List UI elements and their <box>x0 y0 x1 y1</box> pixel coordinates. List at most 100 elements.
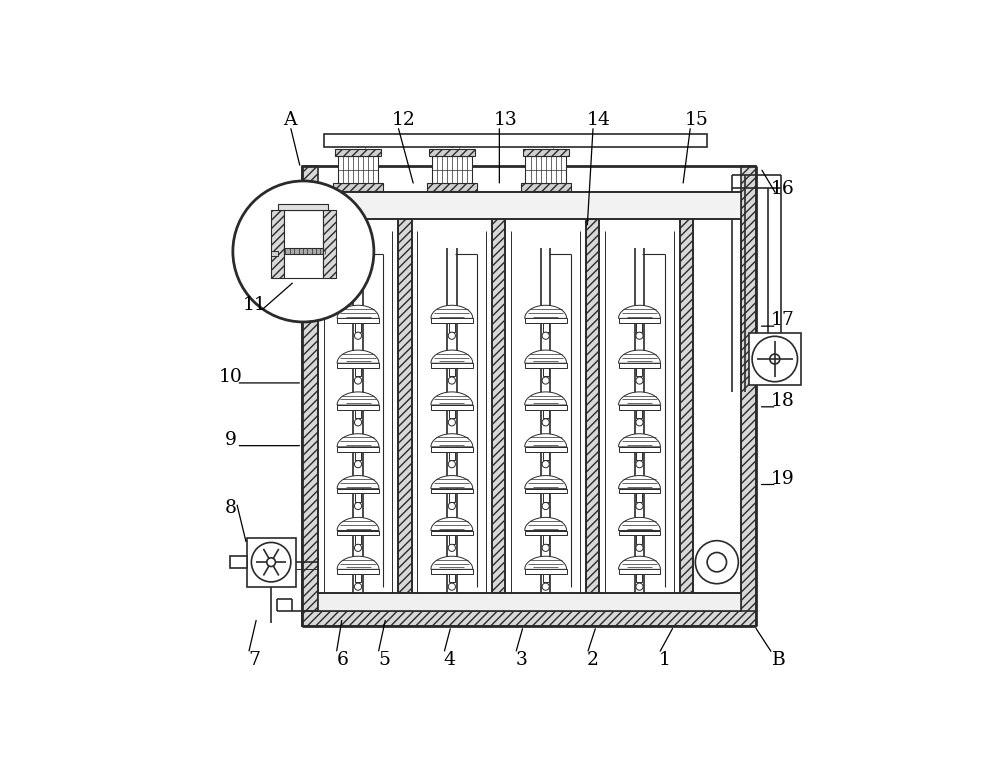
Polygon shape <box>619 350 660 363</box>
Bar <box>525 531 567 535</box>
Circle shape <box>448 461 455 468</box>
Bar <box>284 210 323 279</box>
Bar <box>619 405 660 410</box>
Circle shape <box>233 181 374 322</box>
Bar <box>521 183 571 191</box>
Bar <box>449 323 455 331</box>
Bar <box>525 447 567 452</box>
Bar <box>432 157 472 183</box>
Bar <box>525 363 567 368</box>
Circle shape <box>354 461 362 468</box>
Bar <box>431 570 473 574</box>
Bar <box>636 494 642 502</box>
Polygon shape <box>431 305 473 318</box>
Bar <box>449 535 455 544</box>
Bar <box>449 410 455 418</box>
Bar <box>427 183 477 191</box>
Polygon shape <box>525 518 567 531</box>
Text: 11: 11 <box>242 296 266 314</box>
Bar <box>355 494 361 502</box>
Polygon shape <box>431 392 473 405</box>
Bar <box>337 318 379 323</box>
Bar <box>337 363 379 368</box>
Circle shape <box>636 377 643 384</box>
Bar <box>619 531 660 535</box>
Text: 6: 6 <box>336 650 348 669</box>
Circle shape <box>707 553 727 572</box>
Text: 12: 12 <box>392 111 416 129</box>
Text: 16: 16 <box>771 180 794 198</box>
Bar <box>449 574 455 583</box>
Text: 18: 18 <box>771 392 795 410</box>
Bar <box>619 570 660 574</box>
Polygon shape <box>337 556 379 570</box>
Bar <box>333 183 383 191</box>
Bar <box>492 219 505 593</box>
Text: 2: 2 <box>587 650 599 669</box>
Bar <box>636 574 642 583</box>
Bar <box>302 166 318 626</box>
Polygon shape <box>337 476 379 489</box>
Circle shape <box>636 502 643 510</box>
Polygon shape <box>525 556 567 570</box>
Bar <box>431 318 473 323</box>
Bar <box>749 333 801 386</box>
Text: 3: 3 <box>516 650 527 669</box>
Polygon shape <box>619 305 660 318</box>
Text: 13: 13 <box>493 111 517 129</box>
Bar <box>318 192 741 219</box>
Circle shape <box>251 542 291 582</box>
Bar <box>318 593 741 611</box>
Text: 15: 15 <box>685 111 708 129</box>
Circle shape <box>542 419 549 426</box>
Bar <box>271 251 278 256</box>
Polygon shape <box>431 434 473 447</box>
Bar <box>338 157 378 183</box>
Bar <box>284 248 323 255</box>
Bar <box>323 210 336 279</box>
Bar <box>449 452 455 460</box>
Bar <box>543 323 549 331</box>
Circle shape <box>354 502 362 510</box>
Circle shape <box>354 377 362 384</box>
Polygon shape <box>619 518 660 531</box>
Circle shape <box>542 544 549 552</box>
Polygon shape <box>431 350 473 363</box>
Circle shape <box>448 332 455 339</box>
Bar <box>543 452 549 460</box>
Bar <box>398 219 412 593</box>
Bar <box>680 219 693 593</box>
Circle shape <box>542 461 549 468</box>
Bar <box>525 405 567 410</box>
Bar <box>525 157 566 183</box>
Circle shape <box>448 583 455 591</box>
Bar <box>324 133 707 147</box>
Text: 14: 14 <box>587 111 611 129</box>
Bar <box>543 494 549 502</box>
Circle shape <box>542 502 549 510</box>
Bar <box>449 494 455 502</box>
Bar <box>741 166 756 626</box>
Circle shape <box>770 354 780 364</box>
Bar <box>543 574 549 583</box>
Circle shape <box>636 461 643 468</box>
Bar <box>247 538 296 587</box>
Circle shape <box>636 583 643 591</box>
Bar <box>335 149 381 157</box>
Bar <box>619 363 660 368</box>
Bar <box>302 611 756 626</box>
Polygon shape <box>431 476 473 489</box>
Bar <box>431 405 473 410</box>
Bar <box>355 323 361 331</box>
Text: 5: 5 <box>378 650 390 669</box>
Bar <box>355 574 361 583</box>
Bar <box>431 531 473 535</box>
Bar <box>431 447 473 452</box>
Polygon shape <box>619 434 660 447</box>
Polygon shape <box>525 350 567 363</box>
Bar <box>636 535 642 544</box>
Circle shape <box>448 544 455 552</box>
Text: A: A <box>283 111 297 129</box>
Text: 9: 9 <box>225 431 236 449</box>
Bar <box>636 323 642 331</box>
